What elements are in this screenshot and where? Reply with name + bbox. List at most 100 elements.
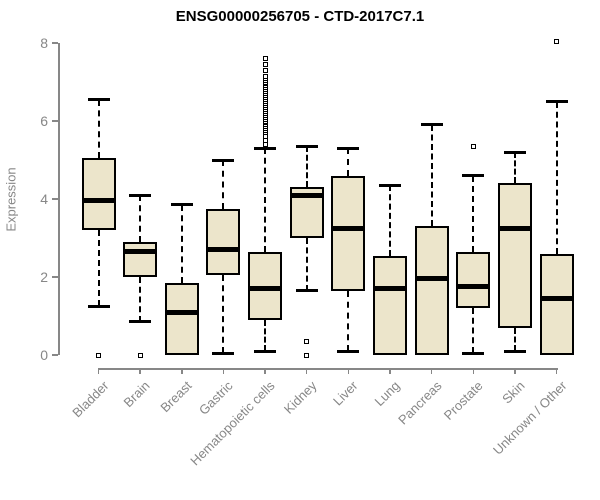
x-axis-tick: [264, 368, 266, 374]
upper-whisker-cap: [254, 146, 277, 150]
upper-whisker-cap: [170, 203, 193, 207]
y-tick-label: 8: [40, 35, 48, 51]
outlier-point: [304, 352, 310, 358]
outlier-point: [304, 338, 310, 344]
x-axis-tick: [347, 368, 350, 374]
upper-whisker-cap: [87, 98, 110, 102]
box: [164, 282, 199, 355]
lower-whisker-line: [347, 290, 350, 352]
upper-whisker-cap: [420, 123, 443, 127]
y-tick-label: 4: [40, 191, 48, 207]
upper-whisker-line: [472, 175, 475, 252]
outlier-point: [262, 61, 268, 67]
upper-whisker-cap: [462, 174, 485, 178]
box: [81, 158, 116, 231]
upper-whisker-cap: [295, 144, 318, 148]
median-line: [458, 284, 489, 290]
lower-whisker-line: [222, 275, 225, 354]
box: [248, 251, 283, 320]
box: [331, 175, 366, 291]
outlier-point: [262, 73, 268, 79]
upper-whisker-line: [222, 160, 225, 209]
lower-whisker-line: [513, 327, 516, 352]
x-axis-tick: [389, 368, 391, 374]
y-tick-label: 0: [40, 347, 48, 363]
outlier-point: [262, 56, 268, 62]
x-axis-tick: [430, 368, 433, 374]
y-axis-tick: [52, 276, 58, 278]
lower-whisker-cap: [212, 351, 235, 355]
lower-whisker-line: [139, 277, 142, 322]
median-line: [374, 286, 405, 292]
upper-whisker-line: [388, 185, 391, 256]
lower-whisker-line: [305, 238, 308, 291]
box: [539, 253, 574, 355]
lower-whisker-cap: [337, 349, 360, 353]
box: [372, 255, 407, 355]
box: [497, 183, 532, 328]
y-axis-tick: [52, 354, 58, 356]
lower-whisker-cap: [295, 289, 318, 293]
y-axis-tick: [52, 42, 58, 44]
y-axis-tick: [52, 198, 58, 200]
median-line: [125, 249, 156, 255]
outlier-point: [470, 143, 476, 149]
median-line: [166, 309, 197, 315]
median-line: [416, 276, 447, 282]
box: [123, 241, 158, 277]
upper-whisker-cap: [378, 183, 401, 187]
lower-whisker-line: [472, 308, 475, 354]
x-axis-tick: [222, 368, 225, 374]
outlier-point: [554, 38, 560, 44]
outlier-point: [96, 352, 101, 358]
lower-whisker-line: [97, 230, 100, 307]
median-line: [250, 286, 281, 292]
y-tick-label: 2: [40, 269, 48, 285]
upper-whisker-cap: [212, 158, 235, 162]
median-line: [83, 198, 114, 204]
upper-whisker-line: [180, 204, 183, 283]
chart-title: ENSG00000256705 - CTD-2017C7.1: [175, 8, 425, 25]
median-line: [208, 247, 239, 253]
upper-whisker-line: [139, 195, 142, 242]
x-axis-line: [97, 368, 558, 370]
median-line: [499, 225, 530, 231]
median-line: [291, 192, 322, 198]
lower-whisker-cap: [254, 349, 277, 353]
x-axis-tick: [555, 368, 558, 374]
box: [414, 226, 449, 355]
upper-whisker-cap: [129, 193, 152, 197]
y-axis-line: [58, 43, 60, 355]
lower-whisker-line: [264, 319, 267, 352]
x-axis-tick: [139, 368, 141, 374]
upper-whisker-line: [97, 99, 100, 159]
lower-whisker-cap: [503, 349, 526, 353]
x-axis-tick: [181, 368, 183, 374]
upper-whisker-line: [555, 101, 558, 254]
x-axis-tick: [472, 368, 474, 374]
lower-whisker-cap: [462, 351, 485, 355]
upper-whisker-cap: [337, 146, 360, 150]
median-line: [541, 295, 572, 301]
upper-whisker-line: [305, 146, 308, 188]
x-axis-tick: [97, 368, 100, 374]
lower-whisker-cap: [87, 304, 110, 308]
y-axis-label: Expression: [3, 167, 19, 232]
upper-whisker-cap: [545, 100, 568, 103]
box: [206, 208, 241, 276]
y-axis-tick: [52, 120, 58, 122]
upper-whisker-line: [264, 148, 267, 252]
upper-whisker-line: [430, 124, 433, 227]
y-tick-label: 6: [40, 113, 48, 129]
outlier-point: [262, 67, 268, 73]
x-axis-tick: [305, 368, 308, 374]
box: [456, 251, 491, 309]
upper-whisker-line: [513, 152, 516, 184]
upper-whisker-cap: [503, 150, 526, 154]
upper-whisker-line: [347, 148, 350, 176]
x-axis-tick: [514, 368, 516, 374]
median-line: [333, 225, 364, 231]
outlier-point: [137, 352, 143, 358]
lower-whisker-cap: [129, 320, 152, 324]
